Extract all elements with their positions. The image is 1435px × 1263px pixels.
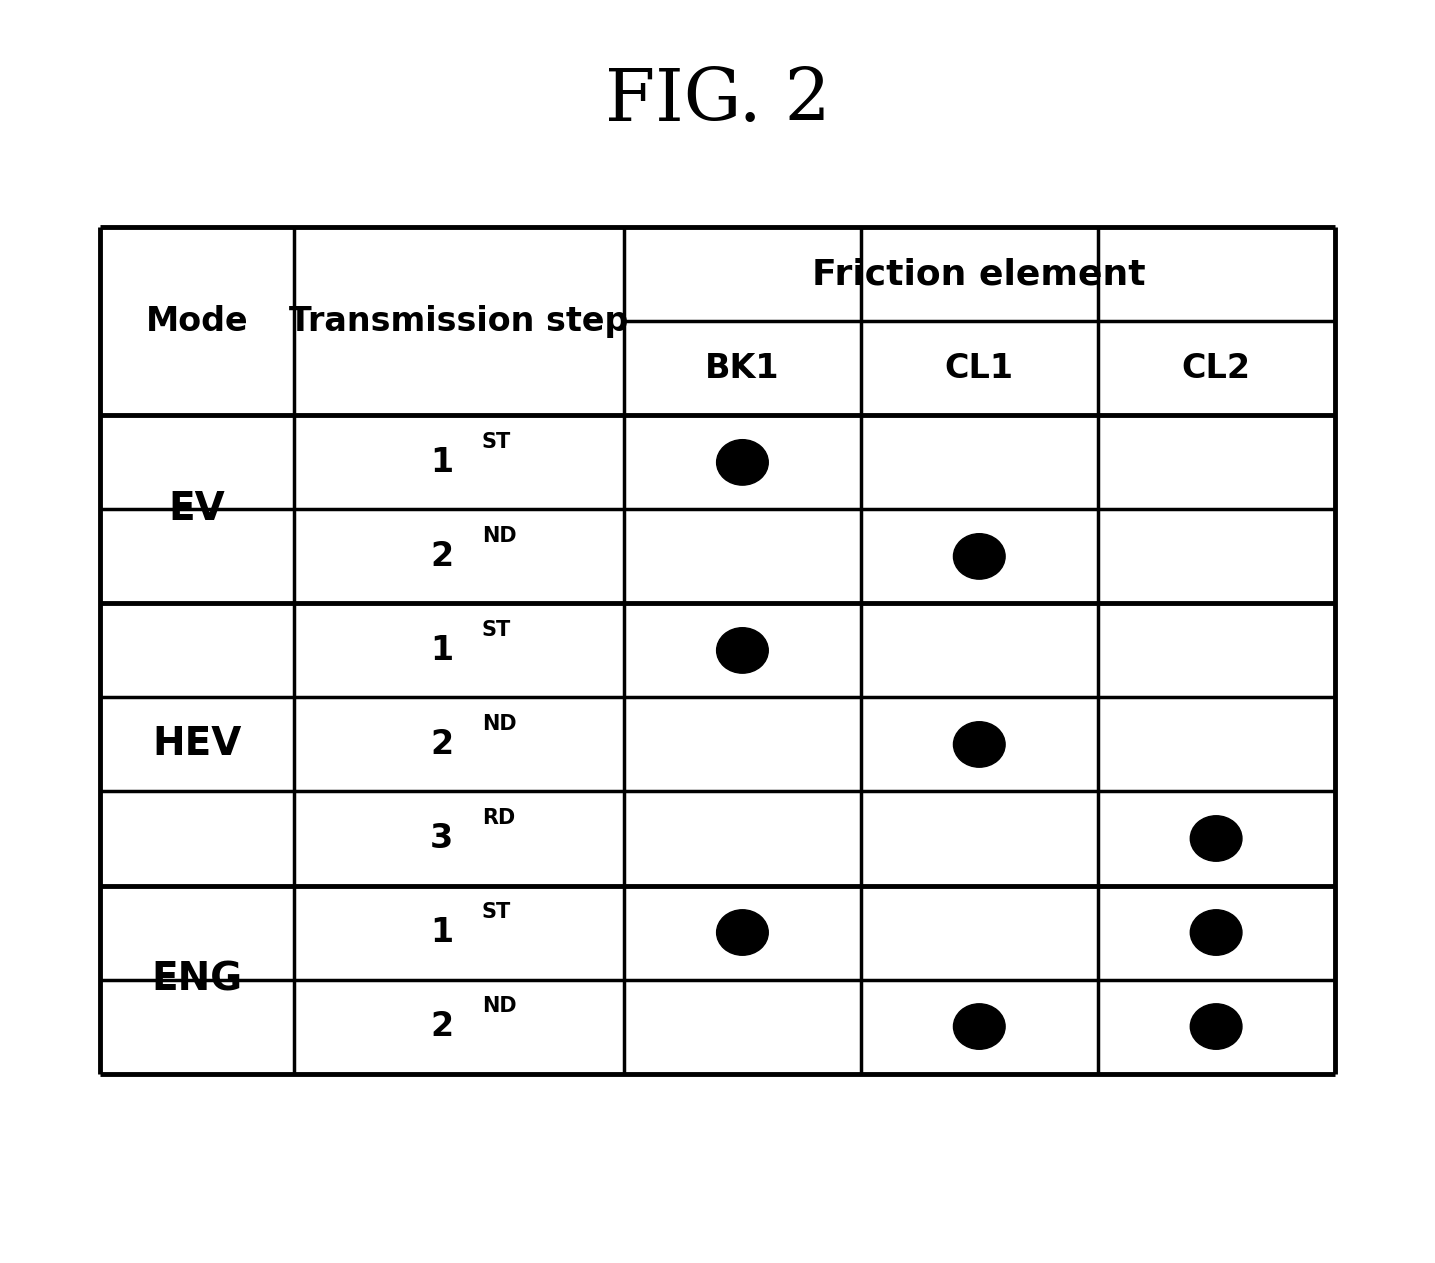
- Text: Friction element: Friction element: [812, 258, 1147, 292]
- Text: HEV: HEV: [152, 725, 241, 763]
- Circle shape: [1190, 816, 1241, 861]
- Circle shape: [716, 440, 768, 485]
- Text: ND: ND: [482, 995, 517, 1015]
- Text: ST: ST: [482, 432, 511, 452]
- Text: CL2: CL2: [1181, 352, 1251, 385]
- Text: 3: 3: [430, 822, 453, 855]
- Text: FIG. 2: FIG. 2: [604, 66, 831, 136]
- Text: 2: 2: [430, 1010, 453, 1043]
- Circle shape: [953, 721, 1004, 767]
- Circle shape: [716, 909, 768, 955]
- Text: ND: ND: [482, 714, 517, 734]
- Text: RD: RD: [482, 808, 515, 827]
- Circle shape: [953, 534, 1004, 580]
- Text: 1: 1: [430, 634, 453, 667]
- Text: ENG: ENG: [152, 961, 243, 999]
- Circle shape: [953, 1004, 1004, 1050]
- Text: 2: 2: [430, 539, 453, 573]
- Text: ST: ST: [482, 620, 511, 640]
- Text: BK1: BK1: [705, 352, 779, 385]
- Text: ND: ND: [482, 525, 517, 546]
- Text: Transmission step: Transmission step: [288, 304, 629, 338]
- Text: Mode: Mode: [146, 304, 248, 338]
- Circle shape: [1190, 909, 1241, 955]
- Text: EV: EV: [169, 490, 225, 528]
- Text: 2: 2: [430, 727, 453, 762]
- Text: 1: 1: [430, 916, 453, 949]
- Circle shape: [1190, 1004, 1241, 1050]
- Text: CL1: CL1: [944, 352, 1013, 385]
- Text: 1: 1: [430, 446, 453, 479]
- Text: ST: ST: [482, 902, 511, 922]
- Circle shape: [716, 628, 768, 673]
